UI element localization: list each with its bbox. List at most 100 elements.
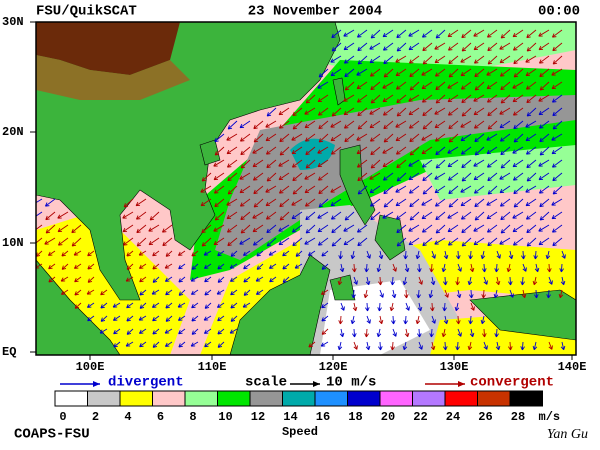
- wind-arrow: [214, 211, 225, 221]
- wind-arrow: [138, 263, 147, 269]
- wind-arrow: [538, 159, 550, 167]
- wind-arrow: [395, 81, 407, 90]
- wind-arrow: [203, 315, 212, 321]
- wind-arrow: [538, 94, 550, 102]
- colorbar-title: Speed: [282, 425, 318, 439]
- wind-arrow: [496, 250, 501, 259]
- wind-arrow: [435, 81, 446, 91]
- wind-arrow: [242, 302, 251, 308]
- wind-arrow: [151, 302, 160, 308]
- wind-arrow: [395, 68, 407, 77]
- colorbar-swatch: [347, 390, 381, 407]
- wind-arrow: [366, 250, 371, 259]
- wind-arrow: [382, 146, 394, 154]
- wind-arrow: [47, 250, 56, 256]
- wind-arrow: [320, 289, 329, 295]
- wind-arrow: [61, 250, 69, 257]
- wind-arrow: [265, 198, 277, 207]
- wind-arrow: [416, 289, 421, 299]
- wind-arrow: [226, 211, 238, 220]
- wind-arrow: [448, 133, 459, 143]
- wind-arrow: [435, 224, 446, 234]
- wind-arrow: [421, 133, 433, 141]
- wind-arrow: [364, 328, 369, 338]
- wind-arrow: [149, 211, 160, 221]
- wind-arrow: [377, 302, 382, 312]
- wind-arrow: [408, 55, 420, 64]
- convergent-arrow-head: [458, 381, 465, 387]
- wind-arrow: [461, 224, 472, 234]
- wind-arrow: [71, 224, 82, 234]
- wind-arrow: [100, 289, 108, 296]
- wind-arrow: [370, 211, 381, 221]
- wind-arrow: [239, 185, 251, 194]
- wind-arrow: [473, 224, 485, 232]
- wind-arrow: [525, 120, 537, 128]
- wind-arrow: [292, 185, 303, 195]
- wind-arrow: [461, 29, 472, 39]
- wind-arrow: [486, 224, 498, 233]
- wind-arrow: [421, 198, 433, 206]
- wind-arrow: [57, 224, 69, 233]
- wind-arrow: [395, 185, 407, 193]
- wind-arrow: [474, 211, 485, 221]
- wind-arrow: [545, 250, 551, 260]
- wind-arrow: [191, 263, 199, 270]
- wind-arrow: [226, 159, 238, 168]
- wind-arrow: [351, 289, 356, 299]
- wind-arrow: [178, 328, 186, 335]
- wind-arrow: [500, 81, 511, 91]
- wind-arrow: [138, 315, 147, 321]
- wind-arrow: [499, 107, 511, 115]
- wind-arrow: [402, 341, 408, 351]
- wind-arrow: [292, 237, 303, 247]
- colorbar-label: 22: [413, 410, 427, 424]
- wind-arrow: [526, 29, 537, 39]
- wind-arrow: [404, 328, 410, 338]
- wind-arrow: [474, 68, 485, 78]
- colorbar-swatch: [249, 390, 283, 407]
- wind-arrow: [330, 120, 342, 128]
- wind-arrow: [378, 250, 384, 260]
- wind-arrow: [321, 250, 329, 257]
- wind-arrow: [390, 276, 395, 286]
- wind-arrow: [291, 146, 303, 155]
- wind-arrow: [217, 315, 225, 322]
- wind-arrow: [441, 263, 447, 273]
- wind-arrow: [382, 29, 394, 38]
- wind-arrow: [369, 55, 381, 64]
- wind-arrow: [422, 42, 433, 52]
- wind-arrow: [455, 276, 460, 286]
- wind-arrow: [447, 172, 459, 181]
- wind-arrow: [417, 263, 422, 273]
- wind-arrow: [486, 94, 498, 103]
- wind-arrow: [430, 302, 435, 312]
- wind-arrow: [304, 120, 316, 129]
- wind-arrow: [422, 107, 433, 117]
- wind-arrow: [418, 341, 423, 350]
- wind-arrow: [252, 159, 264, 168]
- wind-arrow: [538, 224, 550, 232]
- wind-arrow: [422, 55, 433, 65]
- wind-arrow: [305, 146, 316, 156]
- colorbar-swatch: [87, 390, 121, 407]
- wind-arrow: [512, 172, 524, 181]
- wind-arrow: [392, 263, 397, 272]
- wind-arrow: [226, 198, 238, 206]
- wind-arrow: [551, 224, 563, 233]
- wind-arrow: [226, 133, 238, 141]
- wind-arrow: [422, 120, 433, 130]
- wind-arrow: [330, 55, 342, 63]
- wind-arrow: [408, 185, 420, 194]
- wind-arrow: [265, 133, 277, 142]
- wind-arrow: [352, 263, 357, 273]
- wind-arrow: [513, 185, 524, 195]
- wind-arrow: [429, 263, 434, 273]
- wind-arrow: [481, 289, 486, 299]
- wind-arrow: [460, 211, 472, 220]
- wind-arrow: [255, 276, 264, 282]
- wind-arrow: [512, 237, 524, 246]
- wind-arrow: [508, 341, 513, 351]
- colorbar-swatch: [379, 390, 413, 407]
